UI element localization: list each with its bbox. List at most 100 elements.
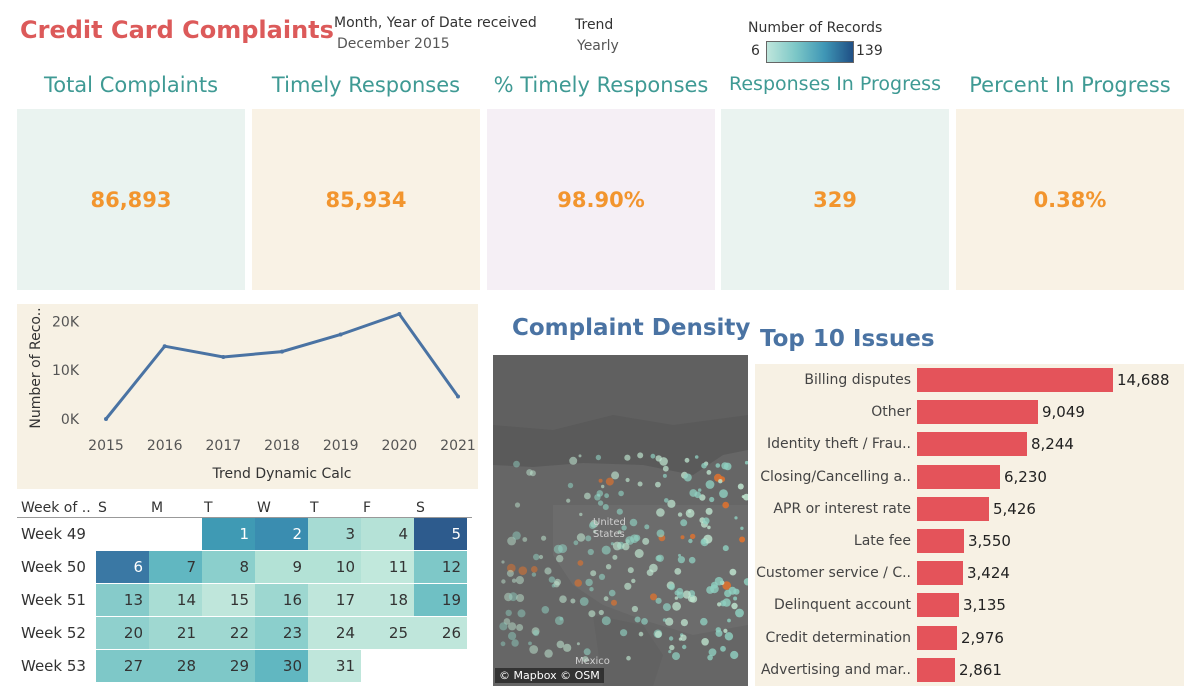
trend-panel: 0K 10K 20K Number of Reco.. 2015 2016 2017 2018…: [17, 304, 478, 489]
color-legend-bar: [766, 41, 854, 63]
weekday-header: F: [363, 500, 372, 516]
issue-value: 14,688: [1117, 371, 1170, 389]
calendar-day-cell[interactable]: 2: [255, 518, 308, 550]
filter-trend-value[interactable]: Yearly: [577, 38, 619, 54]
calendar-day-cell[interactable]: 15: [202, 584, 255, 616]
map-attribution[interactable]: © Mapbox © OSM: [495, 668, 604, 683]
calendar-day-cell[interactable]: 23: [255, 617, 308, 649]
calendar-day-cell[interactable]: 27: [96, 650, 149, 682]
x-tick-label: 2017: [206, 438, 242, 454]
calendar-day-cell[interactable]: 14: [149, 584, 202, 616]
issue-value: 8,244: [1031, 435, 1074, 454]
calendar-day-cell[interactable]: 5: [414, 518, 467, 550]
calendar-day-cell[interactable]: 3: [308, 518, 361, 550]
trend-point[interactable]: [397, 312, 402, 316]
issue-label: Billing disputes: [804, 372, 911, 388]
issue-value: 2,861: [959, 660, 1002, 679]
filter-trend-label: Trend: [575, 17, 614, 33]
issue-bar[interactable]: [917, 625, 957, 650]
calendar-day-cell[interactable]: 13: [96, 584, 149, 616]
trend-point[interactable]: [104, 417, 108, 421]
calendar-day-cell[interactable]: 28: [149, 650, 202, 682]
week-label: Week 53: [21, 657, 86, 675]
kpi-card[interactable]: 0.38%: [956, 109, 1184, 290]
calendar-day-cell[interactable]: 18: [361, 584, 414, 616]
trend-point[interactable]: [338, 332, 343, 337]
issue-bar[interactable]: [917, 593, 959, 618]
issue-bar[interactable]: [917, 368, 1113, 392]
calendar-day-cell[interactable]: 20: [96, 617, 149, 649]
issue-bar[interactable]: [917, 529, 964, 553]
trend-point[interactable]: [221, 354, 226, 359]
density-points: [499, 452, 748, 663]
calendar-corner-label: Week of ..: [21, 500, 91, 516]
trend-series-line[interactable]: [104, 312, 460, 420]
y-tick-label: 0K: [61, 412, 80, 428]
issue-label: Identity theft / Frau..: [766, 436, 911, 453]
issue-value: 3,135: [963, 596, 1006, 615]
issue-value: 2,976: [961, 628, 1004, 647]
trend-point[interactable]: [280, 349, 284, 354]
issue-value: 3,424: [967, 564, 1010, 583]
kpi-card[interactable]: 98.90%: [487, 109, 715, 290]
kpi-card[interactable]: 86,893: [17, 109, 245, 290]
calendar-day-cell[interactable]: 26: [414, 617, 467, 649]
calendar-day-cell[interactable]: 25: [361, 617, 414, 649]
issue-label: APR or interest rate: [773, 500, 911, 517]
calendar-day-cell[interactable]: 30: [255, 650, 308, 682]
calendar-day-cell[interactable]: 1: [202, 518, 255, 550]
trend-line-chart[interactable]: 0K 10K 20K Number of Reco.. 2015 2016 2017 2018…: [17, 304, 478, 489]
calendar-day-cell[interactable]: 19: [414, 584, 467, 616]
dashboard-title: Credit Card Complaints: [20, 16, 334, 44]
kpi-card[interactable]: 85,934: [252, 109, 480, 290]
calendar-day-cell[interactable]: 21: [149, 617, 202, 649]
x-axis-label: Trend Dynamic Calc: [212, 466, 352, 482]
y-tick-label: 10K: [52, 363, 80, 379]
issue-label: Customer service / C..: [756, 565, 911, 582]
calendar-day-cell[interactable]: 4: [361, 518, 414, 550]
calendar-day-cell[interactable]: 24: [308, 617, 361, 649]
issue-label: Closing/Cancelling a..: [760, 468, 911, 485]
calendar-day-cell[interactable]: 7: [149, 551, 202, 583]
issue-bar[interactable]: [917, 496, 989, 521]
issue-bar[interactable]: [917, 464, 1000, 489]
calendar-day-cell[interactable]: 31: [308, 650, 361, 682]
x-tick-label: 2015: [88, 438, 124, 454]
trend-point[interactable]: [162, 344, 167, 349]
x-tick-label: 2019: [323, 438, 359, 454]
map-graphic: [493, 355, 748, 686]
y-axis-label: Number of Reco..: [28, 307, 44, 428]
calendar-day-cell[interactable]: 9: [255, 551, 308, 583]
trend-point[interactable]: [456, 394, 460, 399]
issue-bar[interactable]: [917, 561, 963, 586]
map-label-us: United States: [593, 517, 626, 540]
x-tick-label: 2020: [382, 438, 418, 454]
calendar-heatmap: Week of .. S M T W T F S Week 49 1 2 3 4 5 Week 50 6 7 8 9…: [17, 496, 478, 686]
calendar-day-cell[interactable]: 11: [361, 551, 414, 583]
calendar-day-cell[interactable]: 17: [308, 584, 361, 616]
calendar-day-cell[interactable]: 10: [308, 551, 361, 583]
issue-bar[interactable]: [917, 432, 1027, 457]
complaint-density-map[interactable]: United States Mexico © Mapbox © OSM: [493, 355, 748, 686]
issue-bar[interactable]: [917, 657, 955, 682]
weekday-header: T: [204, 500, 213, 516]
issue-value: 3,550: [968, 532, 1011, 550]
calendar-day-cell[interactable]: 6: [96, 551, 149, 583]
calendar-day-cell[interactable]: 22: [202, 617, 255, 649]
kpi-card[interactable]: 329: [721, 109, 949, 290]
week-label: Week 51: [21, 591, 86, 609]
calendar-day-cell[interactable]: 8: [202, 551, 255, 583]
kpi-value: 0.38%: [1033, 187, 1107, 212]
calendar-day-cell[interactable]: 16: [255, 584, 308, 616]
calendar-day-cell[interactable]: 12: [414, 551, 467, 583]
issue-bar[interactable]: [917, 400, 1038, 425]
weekday-header: W: [257, 500, 271, 516]
calendar-day-cell[interactable]: 29: [202, 650, 255, 682]
kpi-title: Percent In Progress: [969, 73, 1171, 97]
filter-date-value[interactable]: December 2015: [337, 36, 450, 52]
issue-label: Other: [871, 404, 911, 421]
weekday-header: S: [416, 500, 425, 516]
weekday-header: M: [151, 500, 164, 516]
calendar-header-divider: [17, 517, 472, 518]
week-label: Week 52: [21, 624, 86, 642]
